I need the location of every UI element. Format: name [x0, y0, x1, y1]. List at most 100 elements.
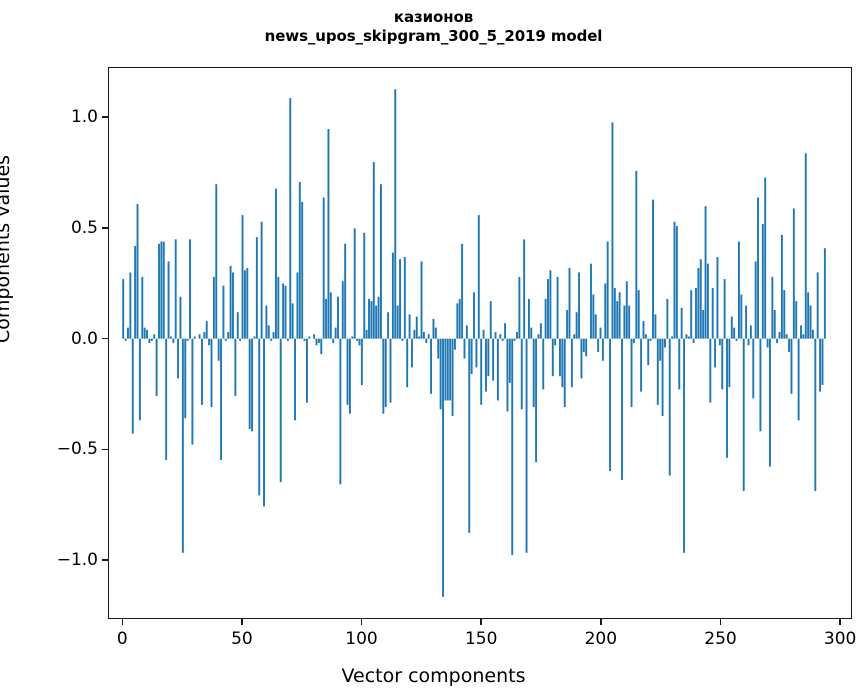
bar — [539, 323, 542, 339]
y-tick-label: 0.0 — [70, 328, 98, 349]
bar — [332, 338, 335, 344]
bar — [496, 338, 499, 401]
bar — [802, 334, 805, 339]
bar — [317, 338, 320, 344]
bar — [177, 338, 180, 379]
bar — [654, 314, 657, 339]
bar — [668, 338, 671, 476]
bar — [769, 338, 771, 467]
bar — [678, 338, 681, 390]
bar — [396, 305, 399, 339]
bar — [690, 290, 693, 339]
bar — [458, 298, 461, 339]
x-tick-mark — [121, 619, 123, 625]
bar — [406, 338, 409, 388]
bar — [282, 283, 285, 339]
bar — [353, 228, 356, 339]
bar — [351, 336, 354, 339]
bar — [239, 338, 242, 341]
bar — [263, 338, 265, 507]
bar — [227, 332, 230, 339]
bar — [800, 325, 802, 339]
bar — [372, 162, 375, 339]
bar — [387, 312, 390, 339]
bar — [814, 338, 817, 491]
bar — [298, 181, 301, 339]
bar — [339, 338, 342, 485]
bar — [212, 276, 215, 339]
bar — [611, 122, 614, 339]
bar — [747, 338, 750, 346]
bar — [766, 338, 769, 348]
bar — [561, 338, 564, 388]
bar — [468, 338, 471, 533]
bar — [532, 338, 535, 408]
y-tick-label: −0.5 — [56, 439, 98, 460]
bar — [260, 221, 263, 339]
bar — [501, 338, 504, 341]
bar — [761, 223, 764, 339]
bar — [411, 338, 413, 368]
bar — [215, 184, 218, 339]
bar — [683, 338, 686, 553]
y-axis-label: Components values — [0, 154, 14, 343]
bar — [439, 338, 442, 410]
x-tick-mark — [480, 619, 482, 625]
bar — [322, 197, 325, 339]
bar — [451, 338, 454, 416]
bar — [728, 338, 731, 388]
bar — [210, 338, 213, 408]
bar — [804, 153, 807, 339]
bar — [184, 338, 187, 419]
bar — [253, 336, 256, 339]
bar — [179, 296, 182, 339]
bar — [823, 248, 826, 339]
bar — [303, 338, 306, 341]
bar — [289, 98, 292, 339]
bar — [198, 334, 201, 339]
bar — [680, 307, 683, 339]
bar — [222, 285, 225, 339]
bar — [778, 332, 781, 339]
bar — [523, 239, 526, 339]
bar — [208, 338, 211, 346]
bar — [530, 327, 533, 339]
bar — [150, 338, 153, 341]
bar — [143, 327, 146, 339]
bar — [437, 338, 440, 359]
x-tick-mark — [839, 619, 841, 625]
bar — [702, 309, 705, 339]
bar — [482, 329, 485, 339]
bar — [158, 243, 160, 339]
bar — [427, 334, 430, 339]
bar — [558, 338, 561, 377]
bar — [308, 336, 311, 339]
bar — [279, 338, 282, 483]
bar — [487, 338, 490, 377]
bar — [442, 338, 444, 597]
bar — [418, 336, 421, 339]
bar — [265, 305, 268, 339]
bar — [181, 338, 184, 553]
bar — [141, 276, 144, 339]
bar — [599, 327, 602, 339]
bar — [408, 314, 411, 339]
bar — [504, 323, 507, 339]
bar — [346, 338, 349, 405]
bar — [301, 201, 304, 339]
bar — [494, 332, 497, 339]
bar — [169, 336, 172, 339]
bar — [601, 338, 604, 361]
bar — [783, 290, 786, 339]
bar — [506, 338, 509, 412]
bar — [172, 338, 175, 344]
bar — [475, 338, 478, 368]
bar — [394, 89, 397, 339]
bar — [420, 261, 423, 339]
bar — [644, 334, 647, 339]
bar — [422, 332, 425, 339]
bar — [609, 338, 612, 472]
bar — [785, 334, 788, 339]
x-tick-mark — [241, 619, 243, 625]
bar — [432, 318, 435, 339]
